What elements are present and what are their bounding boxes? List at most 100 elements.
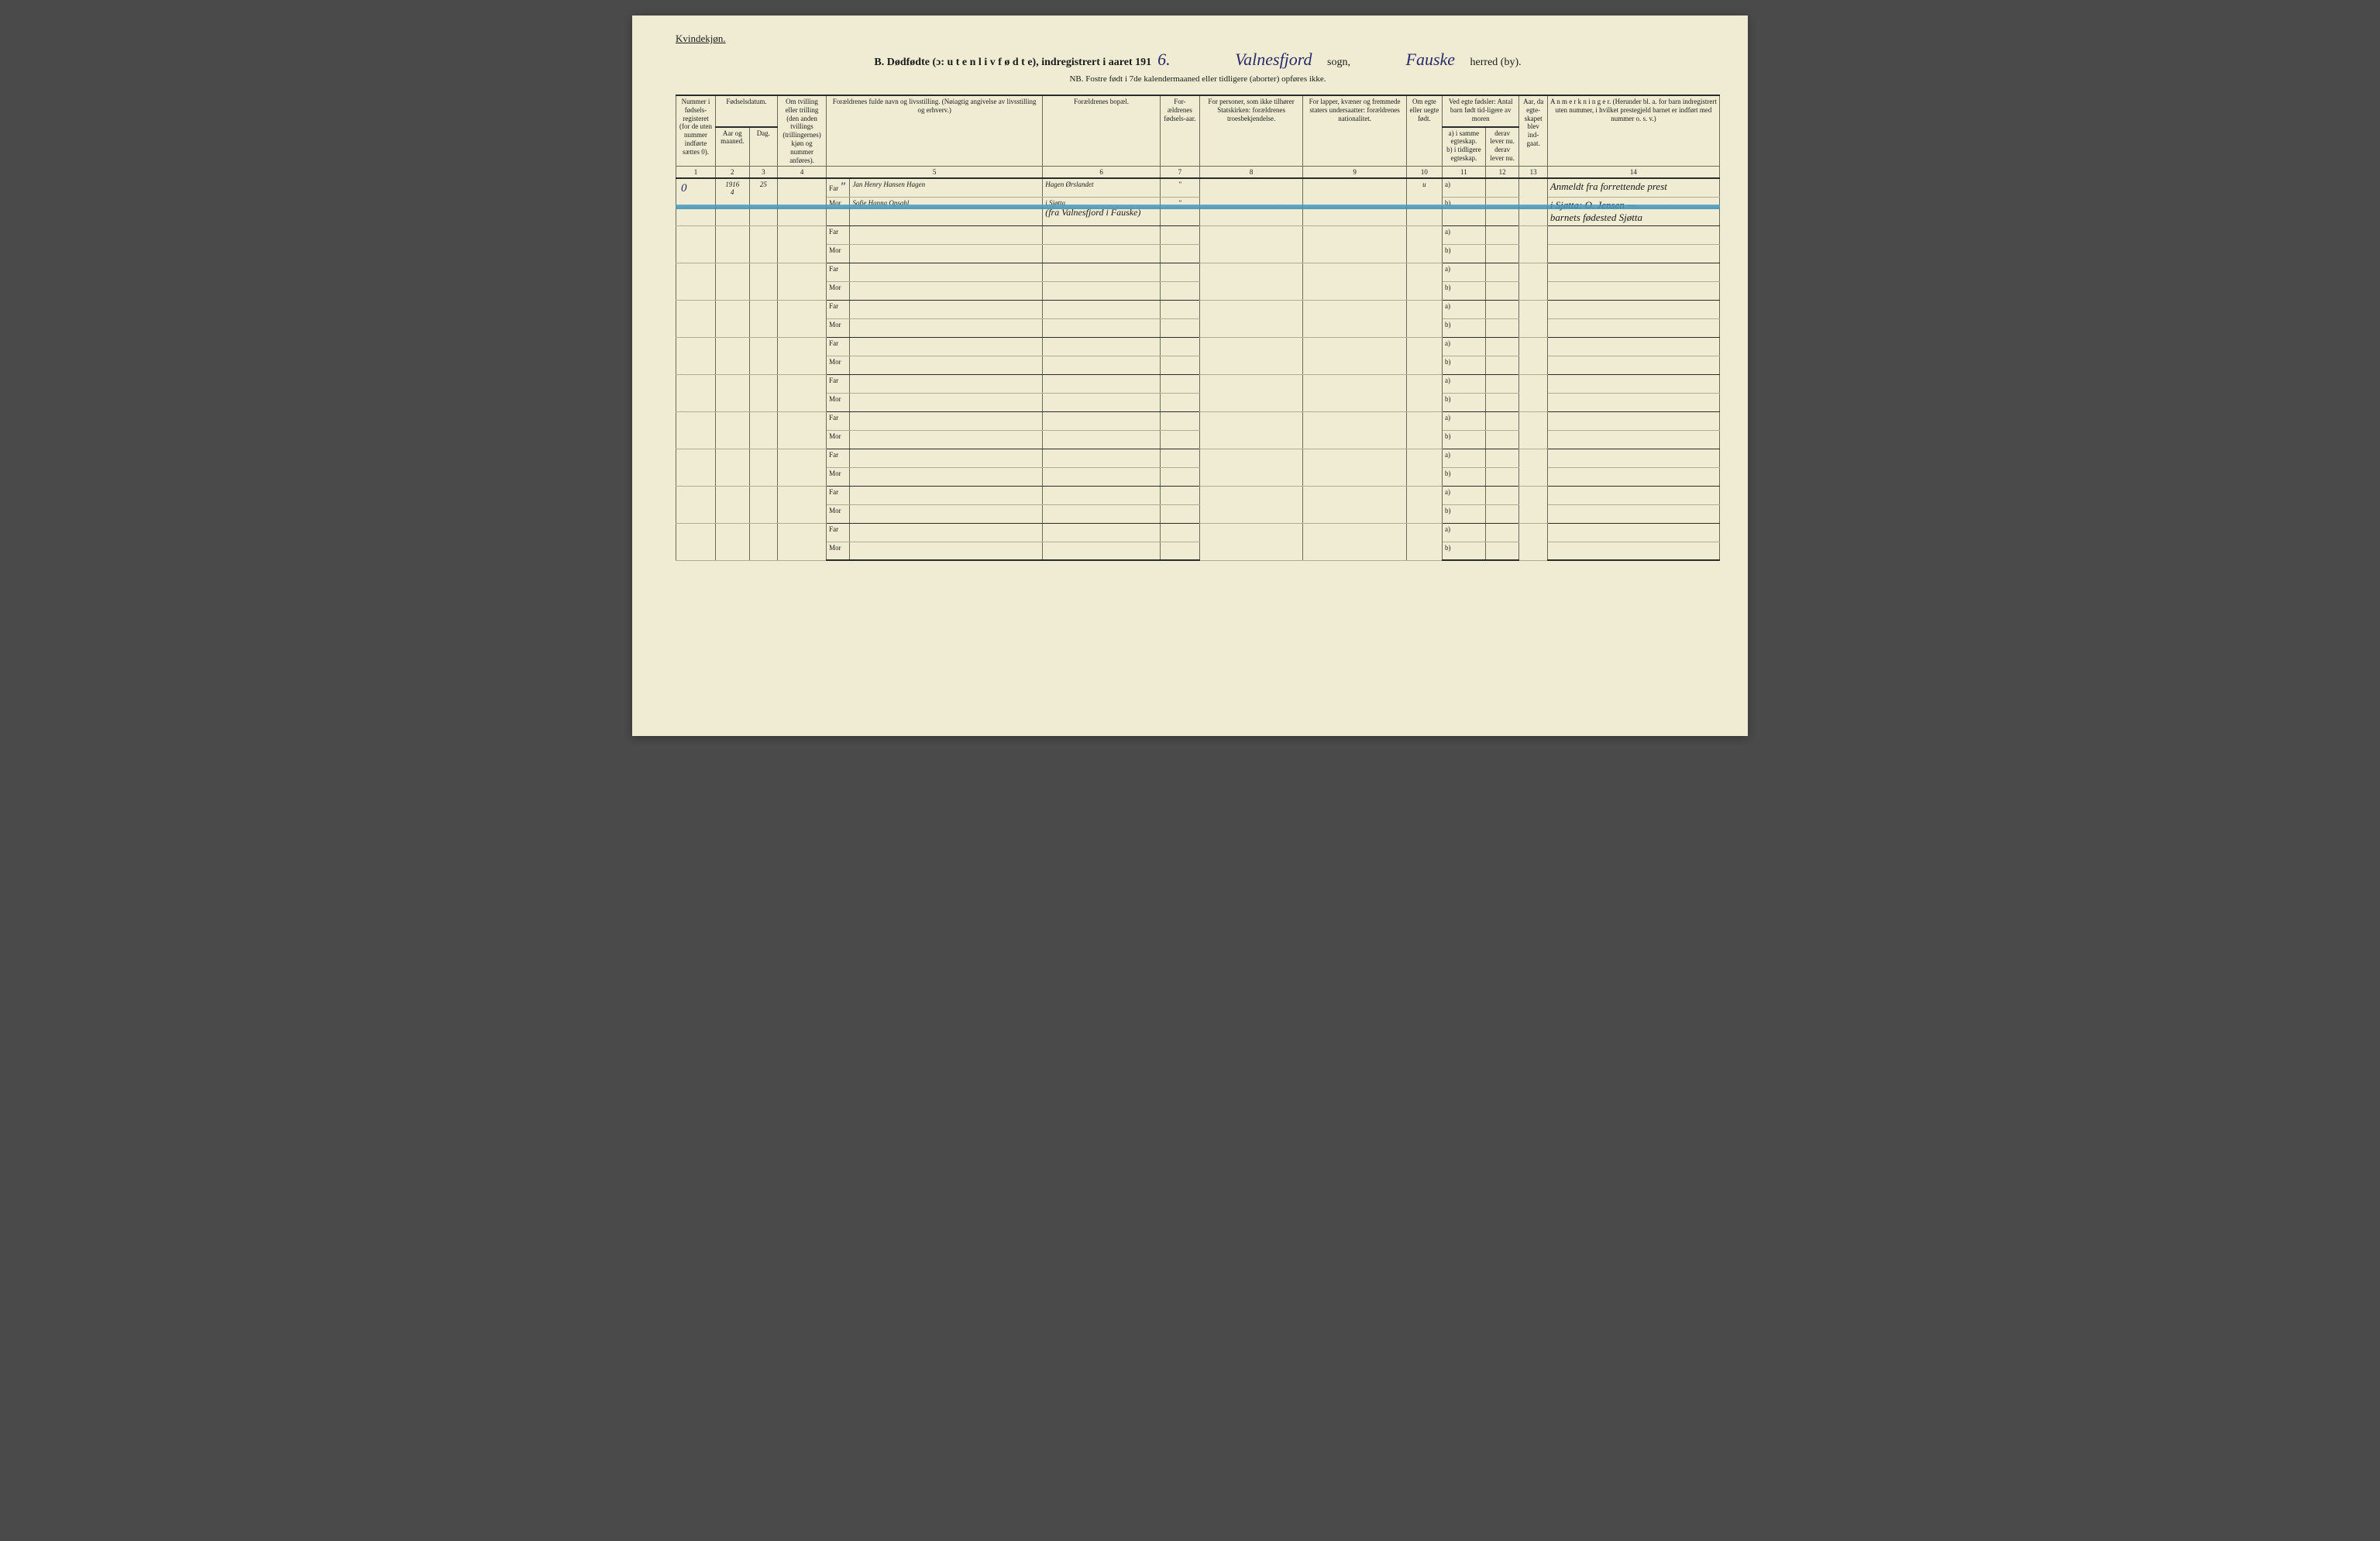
cell-regno: [676, 523, 716, 560]
cell-11a: a): [1442, 225, 1485, 244]
table-body: 0 1916 4 25 Far " Jan Henry Hansen Hagen…: [676, 178, 1720, 225]
cell-yearmonth: [715, 263, 749, 300]
cell-yearmonth: [715, 225, 749, 263]
cell-anmerkning: [1547, 486, 1719, 504]
far-label: Far: [827, 449, 850, 467]
colnum-9: 9: [1303, 167, 1406, 179]
cell-11a: a): [1442, 523, 1485, 542]
cell-mor-fodeaar: [1160, 542, 1199, 560]
cell-far-fodeaar: [1160, 374, 1199, 393]
table-row: Morb): [676, 244, 1720, 263]
cell-day: [749, 449, 777, 486]
mor-label: Mor: [827, 356, 850, 374]
cell-day: [749, 486, 777, 523]
cell-far-name: [850, 225, 1043, 244]
cell-far-bopael: [1043, 523, 1161, 542]
cell-11b: b): [1442, 281, 1485, 300]
table-row: Mor Sofie Hanna Opsahl i Sjøtta(fra Valn…: [676, 197, 1720, 225]
cell-far-bopael: [1043, 486, 1161, 504]
hdr-bopael: Forældrenes bopæl.: [1043, 95, 1161, 167]
cell-anmerkning: [1547, 337, 1719, 356]
mor-label: Mor: [827, 542, 850, 560]
cell-mor-bopael: [1043, 244, 1161, 263]
colnum-8: 8: [1199, 167, 1302, 179]
cell-tvilling: [778, 523, 827, 560]
cell-mor-fodeaar: [1160, 430, 1199, 449]
cell-mor-bopael: [1043, 281, 1161, 300]
table-row: Far a): [676, 449, 1720, 467]
cell-troes: [1199, 225, 1302, 263]
mor-label: Mor: [827, 467, 850, 486]
mor-label: Mor: [827, 197, 850, 225]
cell-anmerkning: [1547, 430, 1719, 449]
cell-11a: a): [1442, 178, 1485, 197]
cell-12b: [1485, 318, 1519, 337]
far-label: Far: [827, 263, 850, 281]
cell-regno: [676, 486, 716, 523]
cell-tvilling: [778, 225, 827, 263]
cell-mor-fodeaar: [1160, 393, 1199, 411]
cell-12b: [1485, 356, 1519, 374]
cell-mor-bopael: [1043, 542, 1161, 560]
mor-label: Mor: [827, 430, 850, 449]
cell-11b: b): [1442, 467, 1485, 486]
cell-mor-fodeaar: [1160, 281, 1199, 300]
cell-anmerkning: [1547, 542, 1719, 560]
hdr-aar-maaned: Aar og maaned.: [715, 127, 749, 167]
cell-anmerkning: [1547, 281, 1719, 300]
cell-day: 25: [749, 178, 777, 225]
cell-13: [1519, 225, 1547, 263]
cell-egte: [1406, 486, 1442, 523]
cell-anmerkning: [1547, 263, 1719, 281]
cell-day: [749, 300, 777, 337]
cell-far-name: [850, 486, 1043, 504]
cell-far-bopael: [1043, 374, 1161, 393]
cell-12b: [1485, 244, 1519, 263]
cell-far-fodeaar: [1160, 449, 1199, 467]
colnum-2: 2: [715, 167, 749, 179]
cell-egte: [1406, 263, 1442, 300]
table-row: Morb): [676, 504, 1720, 523]
cell-12b: [1485, 281, 1519, 300]
cell-yearmonth: 1916 4: [715, 178, 749, 225]
hdr-foreldre-navn: Forældrenes fulde navn og livsstilling. …: [827, 95, 1043, 167]
cell-yearmonth: [715, 411, 749, 449]
cell-mor-bopael: [1043, 430, 1161, 449]
cell-tvilling: [778, 411, 827, 449]
colnum-6: 6: [1043, 167, 1161, 179]
table-row: 0 1916 4 25 Far " Jan Henry Hansen Hagen…: [676, 178, 1720, 197]
cell-nationalitet: [1303, 263, 1406, 300]
far-label: Far ": [827, 178, 850, 197]
cell-troes: [1199, 411, 1302, 449]
cell-11a: a): [1442, 449, 1485, 467]
cell-far-bopael: [1043, 225, 1161, 244]
cell-12a: [1485, 374, 1519, 393]
cell-11b: b): [1442, 542, 1485, 560]
mor-label: Mor: [827, 281, 850, 300]
cell-far-bopael: [1043, 449, 1161, 467]
cell-nationalitet: [1303, 374, 1406, 411]
cell-mor-name: [850, 504, 1043, 523]
cell-anmerkning: [1547, 300, 1719, 318]
cell-far-name: [850, 374, 1043, 393]
title-prefix: B. Dødfødte (ɔ: u t e n l i v f ø d t e)…: [874, 57, 1151, 68]
cell-tvilling: [778, 449, 827, 486]
cell-anmerkning-2: i Sjøtta: O. Jensen —barnets fødested Sj…: [1547, 197, 1719, 225]
cell-regno: 0: [676, 178, 716, 225]
hdr-samme-egteskab: a) i samme egteskap.b) i tidligere egtes…: [1442, 127, 1485, 167]
cell-yearmonth: [715, 449, 749, 486]
cell-13: [1519, 411, 1547, 449]
cell-egte: [1406, 449, 1442, 486]
cell-far-name: [850, 449, 1043, 467]
table-row: Morb): [676, 393, 1720, 411]
hdr-fodselsdatum: Fødselsdatum.: [715, 95, 777, 127]
cell-11b: b): [1442, 504, 1485, 523]
hdr-vedegte: Ved egte fødsler: Antal barn født tid-li…: [1442, 95, 1518, 127]
cell-tvilling: [778, 486, 827, 523]
cell-far-name: [850, 300, 1043, 318]
cell-13: [1519, 337, 1547, 374]
cell-troes: [1199, 300, 1302, 337]
cell-11a: a): [1442, 337, 1485, 356]
cell-12a: [1485, 486, 1519, 504]
cell-mor-name: [850, 430, 1043, 449]
